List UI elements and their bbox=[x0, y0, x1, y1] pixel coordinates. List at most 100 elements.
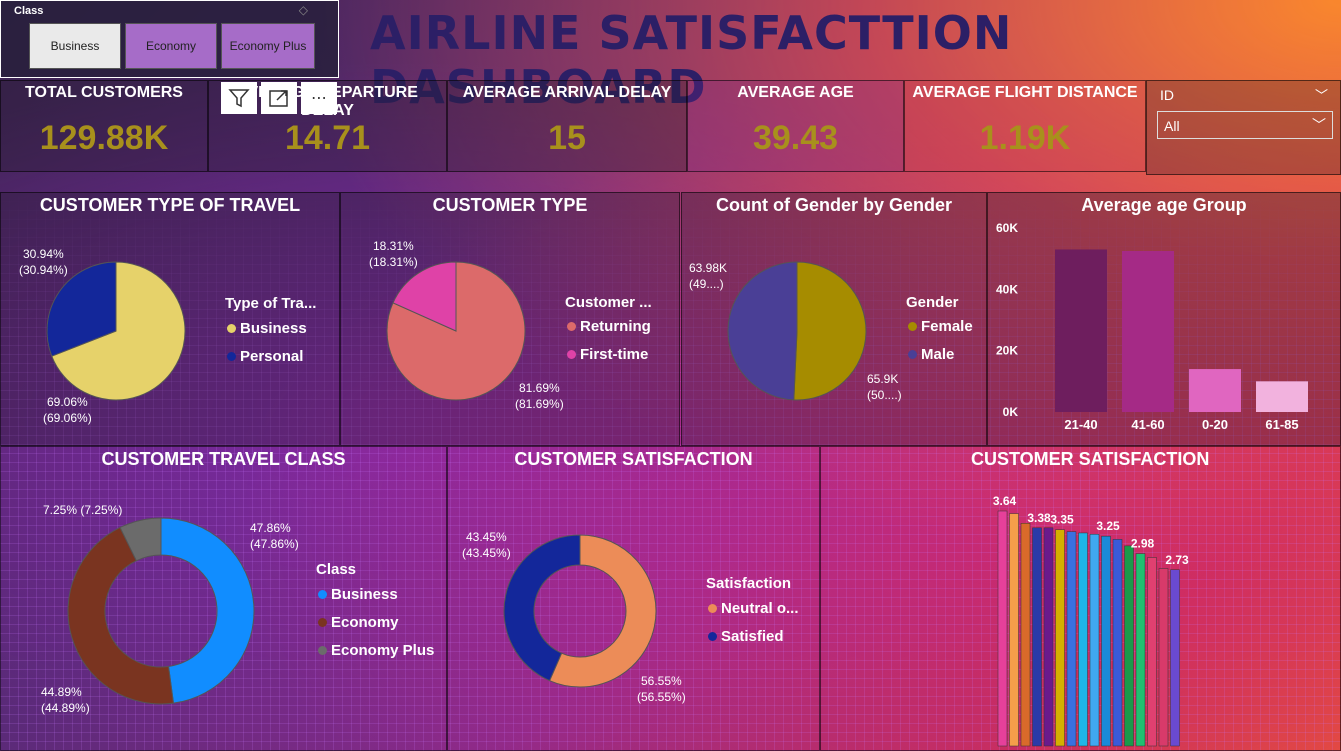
chevron-down-icon: ﹀ bbox=[1312, 117, 1326, 133]
kpi-label: AVERAGE FLIGHT DISTANCE bbox=[912, 84, 1138, 101]
visual-customer-satisfaction-donut: CUSTOMER SATISFACTION 43.45% (43.45%) 56.… bbox=[447, 446, 820, 751]
visual-header-toolbar: ⋯ bbox=[221, 82, 337, 114]
bar-21-40[interactable] bbox=[1055, 249, 1107, 412]
class-button-economy-plus[interactable]: Economy Plus bbox=[221, 23, 315, 69]
pie-chart bbox=[727, 261, 867, 401]
visual-title: CUSTOMER TYPE OF TRAVEL bbox=[39, 195, 301, 215]
kpi-label: TOTAL CUSTOMERS bbox=[25, 84, 183, 101]
id-dropdown[interactable]: All ﹀ bbox=[1157, 111, 1333, 139]
slice-satisfied[interactable] bbox=[503, 534, 581, 682]
satisfaction-bar[interactable] bbox=[1043, 527, 1054, 747]
kpi-value: 129.88K bbox=[39, 119, 169, 157]
data-label: 81.69% (81.69%) bbox=[515, 381, 564, 411]
legend-item-business[interactable]: Business bbox=[318, 586, 398, 603]
y-tick-label: 40K bbox=[996, 282, 1018, 296]
legend-item-returning[interactable]: Returning bbox=[567, 318, 651, 335]
legend-item-personal[interactable]: Personal bbox=[227, 348, 303, 365]
legend-item-economy[interactable]: Economy bbox=[318, 614, 399, 631]
class-button-economy[interactable]: Economy bbox=[125, 23, 217, 69]
bar-61-85[interactable] bbox=[1256, 381, 1308, 412]
legend-item-satisfied[interactable]: Satisfied bbox=[708, 628, 784, 645]
slice-female[interactable] bbox=[793, 261, 867, 401]
visual-title: CUSTOMER SATISFACTION bbox=[971, 449, 1210, 469]
satisfaction-bar[interactable] bbox=[1147, 557, 1157, 747]
slice-personal[interactable] bbox=[46, 261, 117, 357]
visual-title: CUSTOMER TRAVEL CLASS bbox=[101, 449, 346, 469]
data-label: 2.98 bbox=[1131, 537, 1155, 551]
legend-title: Customer ... bbox=[565, 294, 652, 311]
data-label: 56.55% (56.55%) bbox=[637, 674, 686, 704]
y-tick-label: 0K bbox=[1003, 405, 1019, 419]
donut-chart bbox=[503, 534, 657, 688]
satisfaction-bar[interactable] bbox=[1066, 531, 1077, 747]
data-label: 2.73 bbox=[1165, 553, 1189, 567]
satisfaction-bar[interactable] bbox=[1078, 532, 1088, 747]
satisfaction-bar[interactable] bbox=[1009, 513, 1019, 747]
visual-average-age-group: Average age Group 0K 20K 40K 60K 21-40 41-60 0… bbox=[987, 192, 1341, 446]
data-label: 44.89% (44.89%) bbox=[41, 685, 90, 715]
kpi-value: 15 bbox=[548, 119, 586, 157]
x-tick-label: 41-60 bbox=[1131, 417, 1164, 432]
bar-0-20[interactable] bbox=[1189, 369, 1241, 412]
data-label: 65.9K (50....) bbox=[867, 372, 902, 402]
legend-item-male[interactable]: Male bbox=[908, 346, 954, 363]
satisfaction-bar[interactable] bbox=[1032, 527, 1042, 747]
slice-economy-plus[interactable] bbox=[119, 517, 162, 562]
data-label: 3.35 bbox=[1050, 513, 1074, 527]
bar-chart: 3.64 3.38 3.35 3.25 2.98 2.73 bbox=[993, 494, 1189, 747]
slice-business[interactable] bbox=[51, 261, 186, 401]
kpi-card-average-age: AVERAGE AGE 39.43 bbox=[687, 80, 904, 172]
chevron-down-icon[interactable]: ﹀ bbox=[1314, 88, 1328, 103]
legend-item-neutral[interactable]: Neutral o... bbox=[708, 600, 799, 617]
data-label: 3.64 bbox=[993, 494, 1017, 508]
satisfaction-bar[interactable] bbox=[997, 510, 1008, 747]
satisfaction-bar[interactable] bbox=[1158, 568, 1169, 747]
x-tick-label: 21-40 bbox=[1064, 417, 1097, 432]
y-tick-label: 60K bbox=[996, 221, 1018, 235]
legend-item-economy-plus[interactable]: Economy Plus bbox=[318, 642, 434, 659]
legend-item-first-time[interactable]: First-time bbox=[567, 346, 648, 363]
kpi-card-arrival-delay: AVERAGE ARRIVAL DELAY 15 bbox=[447, 80, 687, 172]
satisfaction-bar[interactable] bbox=[1135, 553, 1146, 747]
legend-item-business[interactable]: Business bbox=[227, 320, 307, 337]
id-slicer: ID ﹀ All ﹀ bbox=[1146, 80, 1341, 175]
bar-chart: 0K 20K 40K 60K 21-40 41-60 0-20 61-85 bbox=[996, 221, 1308, 432]
focus-mode-icon[interactable] bbox=[261, 82, 297, 114]
class-button-business[interactable]: Business bbox=[29, 23, 121, 69]
satisfaction-bar[interactable] bbox=[1020, 523, 1031, 747]
kpi-label: AVERAGE ARRIVAL DELAY bbox=[462, 84, 672, 101]
slice-male[interactable] bbox=[727, 261, 798, 401]
satisfaction-bar[interactable] bbox=[1112, 539, 1123, 747]
kpi-card-flight-distance: AVERAGE FLIGHT DISTANCE 1.19K bbox=[904, 80, 1146, 172]
kpi-value: 14.71 bbox=[284, 119, 371, 157]
satisfaction-bar[interactable] bbox=[1124, 545, 1134, 747]
class-slicer: Class ◇ Business Economy Economy Plus bbox=[0, 0, 339, 78]
slice-business[interactable] bbox=[160, 517, 255, 704]
more-options-icon[interactable]: ⋯ bbox=[301, 82, 337, 114]
dashboard-title: AIRLINE SATISFACTTION DASHBOARD bbox=[370, 6, 1013, 114]
eraser-icon[interactable]: ◇ bbox=[298, 3, 308, 17]
satisfaction-bar[interactable] bbox=[1089, 533, 1100, 747]
slice-first-time[interactable] bbox=[392, 261, 457, 332]
satisfaction-bar[interactable] bbox=[1055, 529, 1065, 747]
legend-item-female[interactable]: Female bbox=[908, 318, 973, 335]
data-label: 7.25% (7.25%) bbox=[43, 503, 123, 517]
class-slicer-title: Class bbox=[14, 5, 44, 17]
id-dropdown-value: All bbox=[1164, 118, 1180, 134]
satisfaction-bar[interactable] bbox=[1101, 535, 1111, 747]
legend-title: Gender bbox=[906, 294, 959, 311]
x-tick-label: 61-85 bbox=[1265, 417, 1298, 432]
slice-economy[interactable] bbox=[67, 526, 175, 705]
visual-customer-type-of-travel: CUSTOMER TYPE OF TRAVEL 30.94% (30.94%) 6… bbox=[0, 192, 340, 446]
data-label: 47.86% (47.86%) bbox=[250, 521, 299, 551]
bar-41-60[interactable] bbox=[1122, 251, 1174, 412]
slice-neutral-o[interactable] bbox=[548, 534, 657, 688]
x-tick-label: 0-20 bbox=[1202, 417, 1228, 432]
data-label: 63.98K (49....) bbox=[689, 261, 728, 291]
filter-icon[interactable] bbox=[221, 82, 257, 114]
legend-title: Class bbox=[316, 561, 357, 578]
satisfaction-bar[interactable] bbox=[1170, 569, 1180, 747]
kpi-card-total-customers: TOTAL CUSTOMERS 129.88K bbox=[0, 80, 208, 172]
kpi-value: 1.19K bbox=[979, 119, 1071, 157]
data-label: 43.45% (43.45%) bbox=[462, 530, 511, 560]
